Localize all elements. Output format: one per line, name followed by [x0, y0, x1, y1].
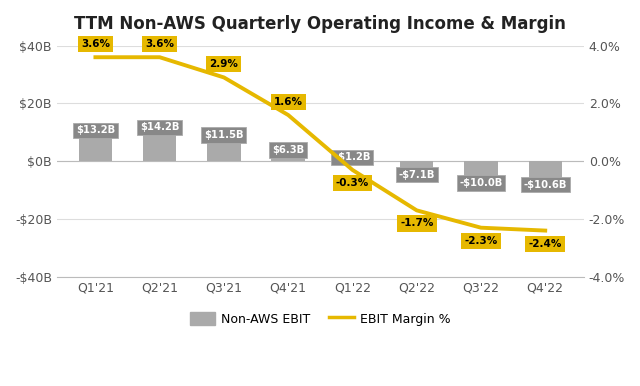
Text: -1.7%: -1.7%	[400, 218, 433, 229]
Text: 2.9%: 2.9%	[209, 59, 238, 69]
Text: 3.6%: 3.6%	[145, 39, 174, 49]
Bar	[143, 120, 177, 161]
Text: $11.5B: $11.5B	[204, 130, 244, 140]
Text: 1.6%: 1.6%	[274, 97, 303, 107]
Text: -$1.2B: -$1.2B	[334, 152, 371, 163]
Text: $6.3B: $6.3B	[272, 145, 304, 155]
Bar	[79, 123, 112, 161]
Text: -2.3%: -2.3%	[465, 236, 497, 246]
Text: -$10.0B: -$10.0B	[460, 178, 502, 188]
Text: 3.6%: 3.6%	[81, 39, 110, 49]
Title: TTM Non-AWS Quarterly Operating Income & Margin: TTM Non-AWS Quarterly Operating Income &…	[74, 15, 566, 33]
Text: $14.2B: $14.2B	[140, 122, 179, 132]
Bar	[529, 161, 562, 192]
Text: -0.3%: -0.3%	[336, 178, 369, 188]
Text: -2.4%: -2.4%	[529, 239, 562, 249]
Text: -$7.1B: -$7.1B	[399, 169, 435, 179]
Bar	[336, 161, 369, 165]
Text: -$10.6B: -$10.6B	[524, 179, 567, 190]
Legend: Non-AWS EBIT, EBIT Margin %: Non-AWS EBIT, EBIT Margin %	[185, 307, 456, 331]
Text: $13.2B: $13.2B	[76, 125, 115, 135]
Bar	[271, 143, 305, 161]
Bar	[207, 128, 241, 161]
Bar	[464, 161, 498, 190]
Bar	[400, 161, 433, 182]
